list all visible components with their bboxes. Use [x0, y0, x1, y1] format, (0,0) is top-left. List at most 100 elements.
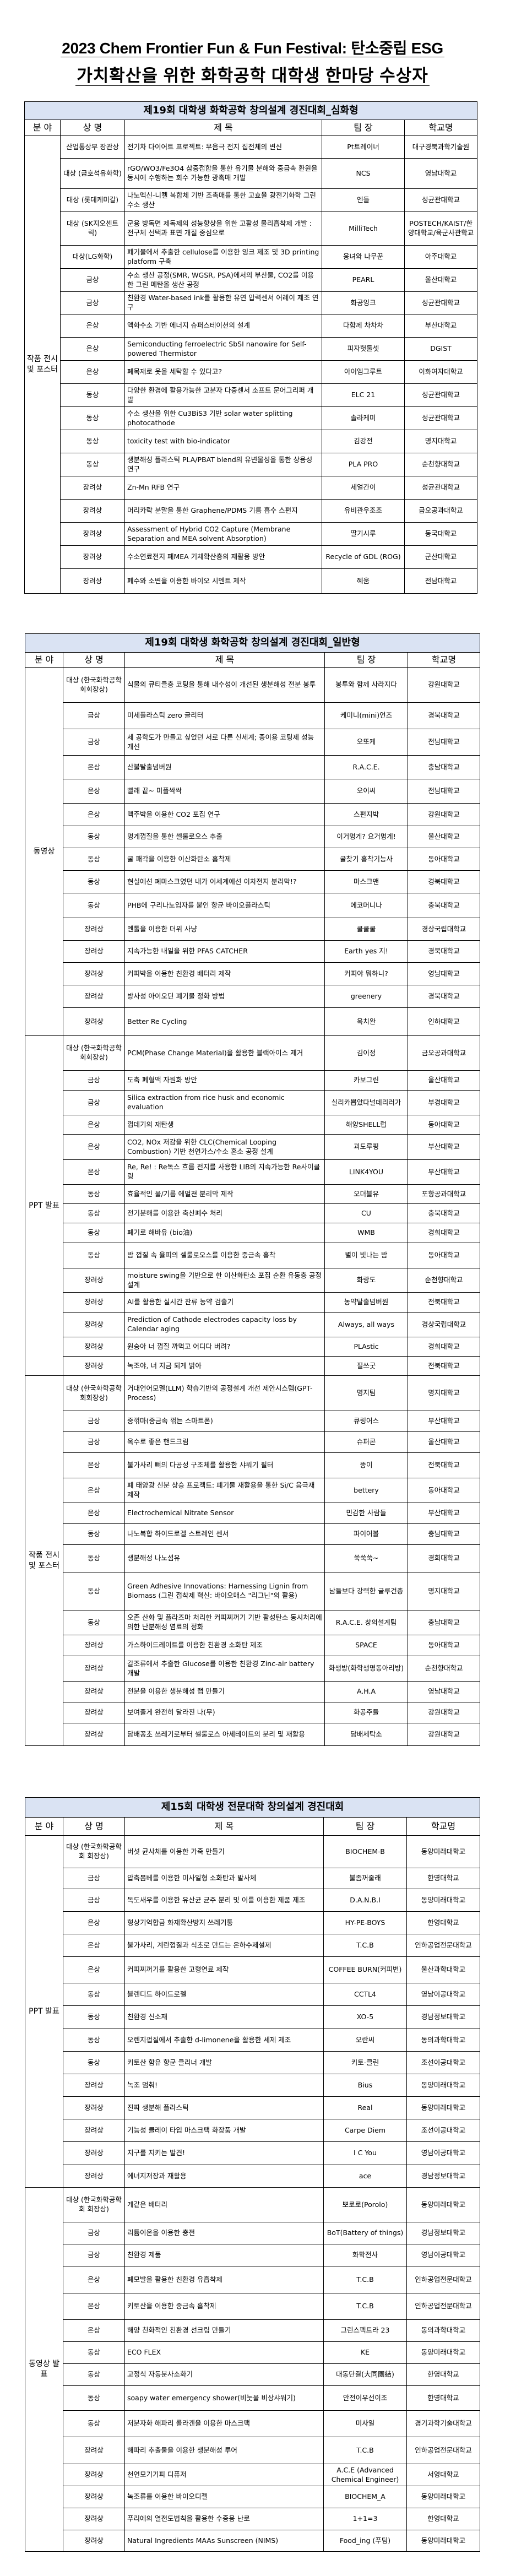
school-name: 한영대학교 [406, 2363, 481, 2386]
award-name: 동상 [63, 1203, 125, 1223]
team-name: 피자헛둘셋 [322, 337, 405, 361]
table-row: 대상 (SK지오센트릭) 군용 방독면 제독제의 성능향상을 위한 고활성 물리흡… [25, 211, 478, 246]
award-name: 은상 [63, 1478, 125, 1503]
team-name: T.C.B [323, 1934, 407, 1957]
project-title: Natural Ingredients MAAs Sunscreen (NIMS… [124, 2530, 324, 2552]
page-title-line-2: 가치확산을 위한 화학공학 대학생 한마당 수상자 [0, 62, 505, 86]
table-row: 동영상 대상 (한국화학공학회회장상) 식물의 큐티클층 코팅을 통해 내수성이 개… [25, 667, 481, 1036]
award-name: 동상 [63, 1983, 125, 2006]
award-name: 장려상 [60, 476, 125, 500]
team-name: BoT(Battery of things) [323, 2222, 407, 2244]
project-title: 블렌디드 하이드로젤 [124, 1983, 324, 2006]
project-title: 효율적인 물/기름 에멀젼 분리막 제작 [124, 1184, 325, 1204]
award-name: 동상 [63, 1544, 125, 1572]
award-name: 은상 [63, 1503, 125, 1524]
award-name: 동상 [63, 2385, 125, 2411]
award-name: 동상 [63, 1572, 125, 1610]
school-name: 충북대학교 [407, 1203, 481, 1223]
award-name: 은상 [63, 1159, 125, 1185]
team-name: 아이엠그루트 [322, 360, 405, 384]
team-name: 오이씨 [324, 779, 408, 804]
school-name: 전북대학교 [407, 1452, 481, 1478]
table-row: 은상 빨래 끝~ 미플싹싹 오이씨 전남대학교 [25, 779, 481, 804]
table-row: 동상 블렌디드 하이드로젤 CCTL4 영남이공대학교 [25, 1983, 481, 2006]
table-row: 은상 해양 친화적인 친환경 선크림 만들기 그린스펙트라 23 동의과학대학교 [25, 2319, 481, 2342]
project-title: 보여줄게 완전히 달라진 나(무) [124, 1702, 325, 1723]
school-name: 인하공업전문대학교 [406, 1934, 481, 1957]
school-name: 영남대학교 [407, 962, 481, 985]
project-title: Silica extraction from rice husk and eco… [124, 1090, 325, 1115]
project-title: 머리카락 분말을 통한 Graphene/PDMS 기름 흡수 스펀지 [124, 499, 322, 523]
team-name: 뚱이 [324, 1452, 408, 1478]
project-title: 형상기억합금 화재확산방지 쓰레기통 [124, 1911, 324, 1934]
page-title-line-1: 2023 Chem Frontier Fun & Fun Festival: 탄… [0, 36, 505, 58]
project-title: 밤 껍질 속 율피의 셀룰로오스를 이용한 중금속 흡착 [124, 1243, 325, 1268]
award-name: 금상 [60, 268, 125, 292]
team-name: T.C.B [323, 2266, 407, 2293]
table-row: 은상 커피찌꺼기를 활용한 고형연료 제작 COFFEE BURN(커피번) 울산과학… [25, 1956, 481, 1983]
table-row: 대상 (롯데케미칼) 나노멕신-니켈 복합체 기반 조촉매를 통한 고효율 광전기… [25, 188, 478, 212]
school-name: 영남이공대학교 [406, 2244, 481, 2266]
table-row: 대상 (금호석유화학) rGO/WO3/Fe3O4 삼중접합을 통한 유기물 분해… [25, 158, 478, 189]
project-title: 폐 태양광 신분 상승 프로젝트: 폐기물 재활용을 통한 Si/C 음극재 제… [124, 1478, 325, 1503]
team-name: 화공잉크 [322, 291, 405, 314]
award-name: 장려상 [63, 2074, 125, 2097]
table-row: 동상 저분자화 해파리 콜라겐을 이용한 마스크팩 미사일 경기과학기술대학교 [25, 2410, 481, 2437]
school-name: 영남이공대학교 [406, 2141, 481, 2165]
school-name: 부산대학교 [407, 1411, 481, 1432]
award-name: 금상 [60, 291, 125, 314]
school-name: 강원대학교 [407, 803, 481, 826]
school-name: 경희대학교 [407, 1544, 481, 1572]
table-row: 은상 산불탈출넘버원 R.A.C.E. 충남대학교 [25, 755, 481, 779]
project-title: 미세플라스틱 zero 글리터 [124, 702, 325, 729]
table-heading-row: 제15회 대학생 전문대학 창의설계 경진대회 [24, 1797, 481, 1818]
team-name: COFFEE BURN(커피번) [323, 1956, 407, 1983]
table-row: 장려상 원숭아 너 껍질 까먹고 어디다 버려? PLAstic 경희대학교 [25, 1337, 481, 1357]
table-row: 장려상 moisture swing을 기반으로 한 이산화탄소 포집 순환 유동… [25, 1268, 481, 1293]
table-heading: 제15회 대학생 전문대학 창의설계 경진대회 [24, 1797, 481, 1818]
project-title: 수소 생산 공정(SMR, WGSR, PSA)에서의 부산물, CO2를 이용… [124, 268, 322, 292]
table-row: 동상 soapy water emergency shower(비눗물 비상샤워기… [25, 2385, 481, 2411]
column-header-team: 팀 장 [323, 1817, 407, 1836]
project-title: 지구를 지키는 발견! [124, 2141, 324, 2165]
column-header-title: 제 목 [124, 1817, 324, 1836]
award-name: 은상 [60, 337, 125, 361]
school-name: 동국대학교 [404, 522, 478, 546]
team-name: T.C.B [323, 2437, 407, 2464]
project-title: 녹조야, 너 지금 되게 밝아 [124, 1356, 325, 1376]
project-title: 푸리에의 열전도법칙을 활용한 수중용 난로 [124, 2508, 324, 2530]
award-name: 동상 [63, 870, 125, 893]
project-title: 커피박을 이용한 친환경 배터리 제작 [124, 962, 325, 985]
team-name: 뽀로로(Porolo) [323, 2187, 407, 2222]
project-title: 고정식 자동분사소화기 [124, 2363, 324, 2386]
award-name: 은상 [63, 779, 125, 804]
award-name: 장려상 [60, 568, 125, 594]
school-name: 경북대학교 [407, 985, 481, 1008]
award-name: 장려상 [63, 1312, 125, 1337]
team-name: 별이 빛나는 밤 [324, 1243, 408, 1268]
team-name: WMB [324, 1223, 408, 1243]
project-title: ECO FLEX [124, 2341, 324, 2364]
project-title: 불가사리, 계란껍질과 식초로 만드는 은하수제설제 [124, 1934, 324, 1957]
table-row: 장려상 수소연료전지 폐MEA 기체확산층의 재활용 방안 Recycle of G… [25, 545, 478, 569]
team-name: 엔들 [322, 188, 405, 212]
project-title: 전기분해를 이용한 축산폐수 처리 [124, 1203, 325, 1223]
table-row: 동상 현실에선 폐마스크였던 내가 이세계에선 이차전지 분리막!? 마스크맨 경북대… [25, 870, 481, 893]
table-row: PPT 발표 대상 (한국화학공학회회장상) PCM(Phase Change Ma… [25, 1035, 481, 1376]
school-name: 동의과학대학교 [406, 2319, 481, 2342]
team-name: 봉투와 함께 사라지다 [324, 667, 408, 703]
school-name: 부산대학교 [407, 1134, 481, 1160]
team-name: 에코머니나 [324, 893, 408, 918]
team-name: 유비관우조조 [322, 499, 405, 523]
team-name: 큐링어스 [324, 1411, 408, 1432]
table-row: 장려상 AI를 활용한 실시간 잔류 농약 검출기 농약탈출넘버원 전북대학교 [25, 1292, 481, 1313]
table-row: 장려상 Better Re Cycling 옥치완 인하대학교 [25, 1007, 481, 1036]
school-name: 인하공업전문대학교 [406, 2293, 481, 2320]
school-name: 경희대학교 [407, 1337, 481, 1357]
column-header-school: 학교명 [406, 1817, 481, 1836]
team-name: NCS [322, 158, 405, 189]
project-title: 군용 방독면 제독제의 성능향상을 위한 고활성 물리흡착제 개발 : 전구체 … [124, 211, 322, 246]
school-name: 전남대학교 [407, 779, 481, 804]
project-title: 진짜 생분해 플라스틱 [124, 2096, 324, 2119]
project-title: 해양 친화적인 친환경 선크림 만들기 [124, 2319, 324, 2342]
